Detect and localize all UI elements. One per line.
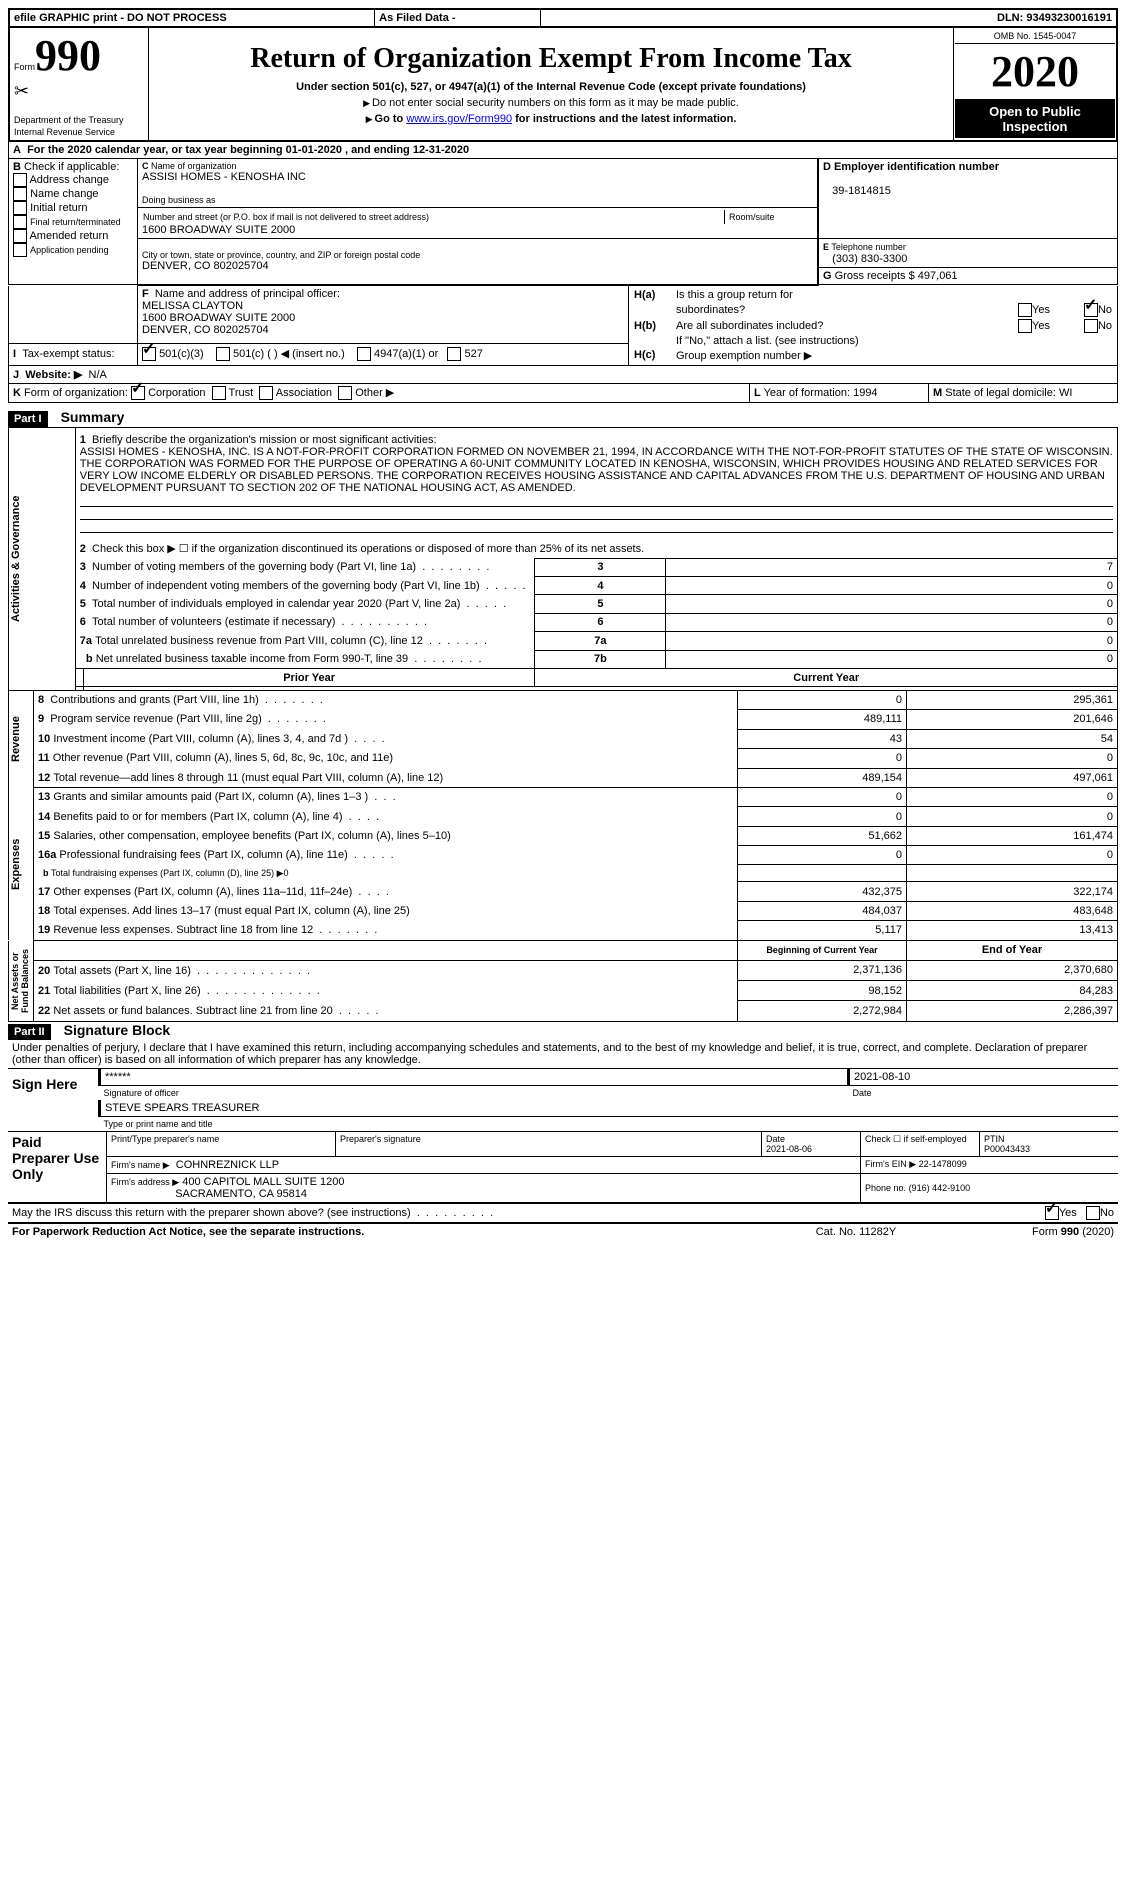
line-a: A For the 2020 calendar year, or tax yea…: [8, 142, 1118, 158]
line-5: 5 Total number of individuals employed i…: [9, 595, 1118, 613]
section-f: F Name and address of principal officer:…: [138, 286, 629, 344]
net-label: Net Assets or Fund Balances: [10, 942, 30, 1020]
checkbox-ha-no[interactable]: [1084, 303, 1098, 317]
open-public: Open to Public Inspection: [955, 100, 1115, 138]
line-7a: 7a Total unrelated business revenue from…: [9, 632, 1118, 650]
form-number-cell: Form990 ✂ Department of the Treasury Int…: [9, 28, 149, 141]
form-title: Return of Organization Exempt From Incom…: [153, 43, 949, 75]
asfiled-label: As Filed Data -: [375, 9, 541, 27]
checkbox-ha-yes[interactable]: [1018, 303, 1032, 317]
section-g: G Gross receipts $ 497,061: [818, 268, 1118, 285]
mission-text: ASSISI HOMES - KENOSHA, INC. IS A NOT-FO…: [80, 446, 1113, 494]
id-block: B Check if applicable: Address change Na…: [8, 158, 1118, 286]
section-d: D Employer identification number 39-1814…: [818, 159, 1118, 239]
checkbox-corp[interactable]: [131, 386, 145, 400]
section-l: L Year of formation: 1994: [750, 384, 929, 403]
efile-notice: efile GRAPHIC print - DO NOT PROCESS: [9, 9, 375, 27]
section-k: K Form of organization: Corporation Trus…: [9, 384, 750, 403]
dept-label: Department of the Treasury: [14, 115, 124, 125]
checkbox-final-return[interactable]: [13, 215, 27, 229]
line-3: 3 Number of voting members of the govern…: [9, 558, 1118, 576]
section-i-opts: 501(c)(3) 501(c) ( ) ◀ (insert no.) 4947…: [138, 344, 629, 365]
checkbox-hb-no[interactable]: [1084, 319, 1098, 333]
checkbox-trust[interactable]: [212, 386, 226, 400]
expenses-table: Expenses 13 Grants and similar amounts p…: [8, 788, 1118, 941]
exp-label: Expenses: [10, 789, 22, 939]
section-m: M State of legal domicile: WI: [929, 384, 1118, 403]
netassets-table: Net Assets or Fund Balances Beginning of…: [8, 941, 1118, 1022]
section-e: E Telephone number (303) 830-3300: [818, 239, 1118, 268]
part2-header: Part II Signature Block: [8, 1022, 1118, 1040]
sign-here-label: Sign Here: [8, 1069, 86, 1100]
fh-block: F Name and address of principal officer:…: [8, 286, 1118, 366]
section-j: J Website: ▶ N/A: [8, 366, 1118, 384]
part1-table: Activities & Governance 1 Briefly descri…: [8, 427, 1118, 691]
form-subtitle: Under section 501(c), 527, or 4947(a)(1)…: [153, 81, 949, 93]
checkbox-discuss-no[interactable]: [1086, 1206, 1100, 1220]
prior-year-header: Prior Year: [83, 668, 535, 686]
section-c-name: C Name of organization ASSISI HOMES - KE…: [138, 159, 819, 208]
begin-year-header: Beginning of Current Year: [738, 941, 907, 961]
checkbox-hb-yes[interactable]: [1018, 319, 1032, 333]
line-7b: b Net unrelated business taxable income …: [9, 650, 1118, 668]
revenue-table: Revenue 8 Contributions and grants (Part…: [8, 691, 1118, 789]
declaration: Under penalties of perjury, I declare th…: [8, 1040, 1118, 1069]
checkbox-527[interactable]: [447, 347, 461, 361]
checkbox-app-pending[interactable]: [13, 243, 27, 257]
section-c-city: City or town, state or province, country…: [138, 239, 819, 285]
checkbox-initial-return[interactable]: [13, 201, 27, 215]
dln: DLN: 93493230016191: [840, 9, 1117, 27]
checkbox-amended[interactable]: [13, 229, 27, 243]
paid-preparer-block: Paid Preparer Use Only Print/Type prepar…: [8, 1132, 1118, 1204]
discuss-row: May the IRS discuss this return with the…: [8, 1204, 1118, 1224]
tax-year: 2020: [955, 44, 1115, 100]
line-4: 4 Number of independent voting members o…: [9, 576, 1118, 594]
klm-row: K Form of organization: Corporation Trus…: [8, 384, 1118, 403]
checkbox-other[interactable]: [338, 386, 352, 400]
checkbox-address-change[interactable]: [13, 173, 27, 187]
part1-header: Part I Summary: [8, 409, 1118, 427]
line-6: 6 Total number of volunteers (estimate i…: [9, 613, 1118, 631]
ag-label: Activities & Governance: [10, 429, 22, 689]
current-year-header: Current Year: [535, 668, 1118, 686]
irs-label: Internal Revenue Service: [14, 127, 115, 137]
section-c-street: Number and street (or P.O. box if mail i…: [138, 208, 819, 239]
sign-here-block: Sign Here ****** 2021-08-10 Signature of…: [8, 1069, 1118, 1132]
irs-link[interactable]: www.irs.gov/Form990: [406, 113, 512, 125]
checkbox-501c3[interactable]: [142, 347, 156, 361]
checkbox-501c[interactable]: [216, 347, 230, 361]
section-h: H(a) Is this a group return for subordin…: [629, 286, 1118, 366]
end-year-header: End of Year: [907, 941, 1118, 961]
checkbox-4947[interactable]: [357, 347, 371, 361]
rev-label: Revenue: [10, 692, 22, 787]
top-bar: efile GRAPHIC print - DO NOT PROCESS As …: [8, 8, 1118, 28]
paid-preparer-label: Paid Preparer Use Only: [8, 1132, 107, 1203]
section-b: B Check if applicable: Address change Na…: [9, 159, 138, 285]
checkbox-assoc[interactable]: [259, 386, 273, 400]
footer: For Paperwork Reduction Act Notice, see …: [8, 1224, 1118, 1240]
checkbox-name-change[interactable]: [13, 187, 27, 201]
omb-number: OMB No. 1545-0047: [955, 29, 1115, 44]
checkbox-discuss-yes[interactable]: [1045, 1206, 1059, 1220]
section-i-label: I Tax-exempt status:: [9, 344, 138, 365]
form-header: Form990 ✂ Department of the Treasury Int…: [8, 28, 1118, 142]
